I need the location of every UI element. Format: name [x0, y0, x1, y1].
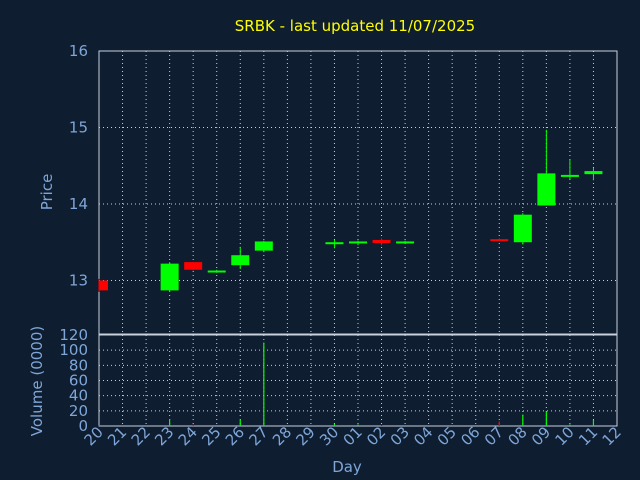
volume-tick-label: 60: [69, 372, 88, 390]
volume-tick-label: 120: [59, 326, 88, 344]
price-tick-label: 13: [69, 271, 88, 289]
price-axis-label: Price: [38, 174, 56, 211]
candle-body: [184, 262, 203, 270]
candle-body: [490, 239, 509, 242]
candle-body: [560, 174, 579, 177]
price-panel: 13 14 15 16: [69, 42, 618, 335]
volume-tick-label: 100: [59, 341, 88, 359]
candle-body: [537, 173, 556, 206]
x-axis-label: Day: [332, 458, 362, 476]
candle-body: [160, 263, 179, 291]
candle-body: [349, 241, 367, 244]
candle-body: [513, 214, 532, 243]
volume-tick-label: 20: [69, 402, 88, 420]
volume-tick-label: 0: [78, 417, 88, 435]
price-tick-label: 16: [69, 42, 88, 60]
candle-body: [254, 241, 273, 251]
candle-body: [396, 241, 415, 244]
candle-body: [99, 280, 108, 291]
volume-tick-label: 80: [69, 356, 88, 374]
candle-body: [584, 171, 603, 175]
candle-body: [231, 255, 250, 266]
volume-axis-label: Volume (0000): [28, 326, 46, 436]
chart-title: SRBK - last updated 11/07/2025: [235, 17, 475, 35]
price-tick-label: 15: [69, 118, 88, 136]
candle-body: [207, 270, 226, 273]
price-tick-label: 14: [69, 195, 88, 213]
volume-tick-label: 40: [69, 387, 88, 405]
candle-body: [372, 239, 391, 243]
candle-body: [325, 242, 344, 245]
